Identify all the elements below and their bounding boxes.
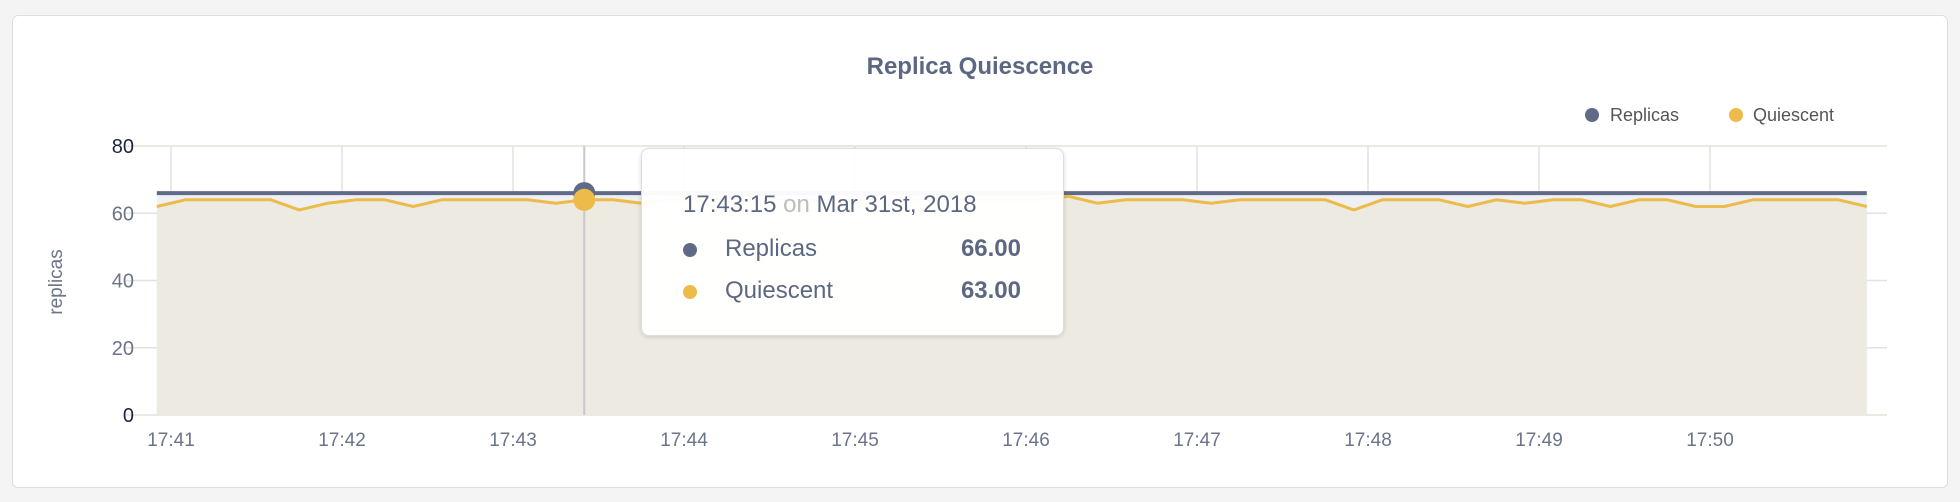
- y-tick-label: 0: [123, 405, 134, 427]
- legend-label-quiescent: Quiescent: [1753, 105, 1834, 125]
- x-tick-label: 17:42: [318, 430, 366, 451]
- tooltip-value: 66.00: [960, 235, 1021, 262]
- x-tick-label: 17:41: [147, 430, 195, 451]
- tooltip-time: 17:43:15: [683, 191, 777, 218]
- tooltip-header: 17:43:15 on Mar 31st, 2018: [683, 191, 977, 219]
- tooltip: 17:43:15 on Mar 31st, 2018 Replicas 66.0…: [641, 148, 1064, 336]
- quiescent-dot-icon: [683, 285, 697, 299]
- y-tick-label: 20: [112, 338, 134, 360]
- x-tick-label: 17:49: [1515, 430, 1563, 451]
- legend-dot-replicas: [1585, 108, 1599, 122]
- x-tick-label: 17:46: [1002, 430, 1050, 451]
- x-tick-label: 17:44: [660, 430, 708, 451]
- tooltip-value: 63.00: [960, 277, 1021, 304]
- y-tick-label: 60: [112, 203, 134, 225]
- tooltip-label: Replicas: [725, 235, 818, 262]
- chart-title: Replica Quiescence: [867, 53, 1094, 80]
- x-tick-label: 17:48: [1344, 430, 1392, 451]
- legend-item-quiescent[interactable]: Quiescent: [1729, 105, 1834, 125]
- tooltip-label: Quiescent: [725, 277, 834, 304]
- y-tick-label: 80: [112, 136, 134, 158]
- tooltip-row-replicas: Replicas 66.00: [683, 235, 1021, 265]
- replicas-dot-icon: [683, 243, 697, 257]
- y-tick-label: 40: [112, 271, 134, 293]
- legend: Replicas Quiescent: [1585, 105, 1834, 125]
- legend-label-replicas: Replicas: [1610, 105, 1679, 125]
- hover-point-quiescent: [573, 188, 596, 211]
- x-tick-label: 17:43: [489, 430, 537, 451]
- x-tick-label: 17:45: [831, 430, 879, 451]
- legend-item-replicas[interactable]: Replicas: [1585, 105, 1679, 125]
- y-axis-label: replicas: [46, 249, 67, 314]
- x-tick-label: 17:47: [1173, 430, 1221, 451]
- legend-dot-quiescent: [1729, 108, 1743, 122]
- x-tick-label: 17:50: [1686, 430, 1734, 451]
- tooltip-date: Mar 31st, 2018: [816, 191, 977, 218]
- tooltip-row-quiescent: Quiescent 63.00: [683, 277, 1021, 307]
- tooltip-on: on: [783, 191, 810, 218]
